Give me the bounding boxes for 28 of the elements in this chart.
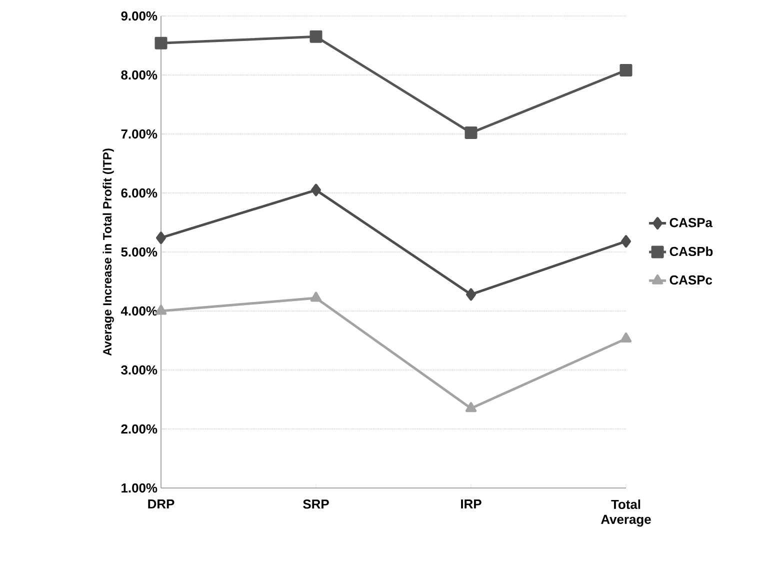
point xyxy=(154,36,168,50)
y-tick-label: 4.00% xyxy=(120,306,158,316)
point xyxy=(156,232,166,244)
legend-label: CASPc xyxy=(670,275,712,285)
y-tick-label: 8.00% xyxy=(121,70,158,80)
point xyxy=(310,30,322,43)
x-tick-label: Total Average xyxy=(601,500,651,527)
x-tick-label: SRP xyxy=(303,500,329,509)
y-tick-label: 5.00% xyxy=(121,247,158,257)
point xyxy=(311,184,321,196)
point xyxy=(310,292,322,302)
point xyxy=(464,126,478,140)
x-tick-label: DRP xyxy=(148,500,174,508)
y-tick-label: 2.00% xyxy=(121,424,158,434)
y-axis-title: Average Increase in Total Profit (ITP) xyxy=(102,148,114,356)
y-tick-label: 6.00% xyxy=(121,188,158,198)
y-tick-label: 1.00% xyxy=(122,483,158,493)
legend-label: CASPb xyxy=(670,246,713,256)
y-tick-label: 9.00% xyxy=(121,11,158,21)
y-tick-label: 3.00% xyxy=(121,365,158,375)
x-tick-label: IRP xyxy=(461,500,482,508)
legend-label: CASPa xyxy=(670,218,713,228)
point xyxy=(466,288,476,301)
point xyxy=(620,64,632,77)
y-tick-label: 7.00% xyxy=(121,129,158,139)
point xyxy=(465,402,477,412)
point xyxy=(620,332,632,342)
point xyxy=(621,235,631,248)
